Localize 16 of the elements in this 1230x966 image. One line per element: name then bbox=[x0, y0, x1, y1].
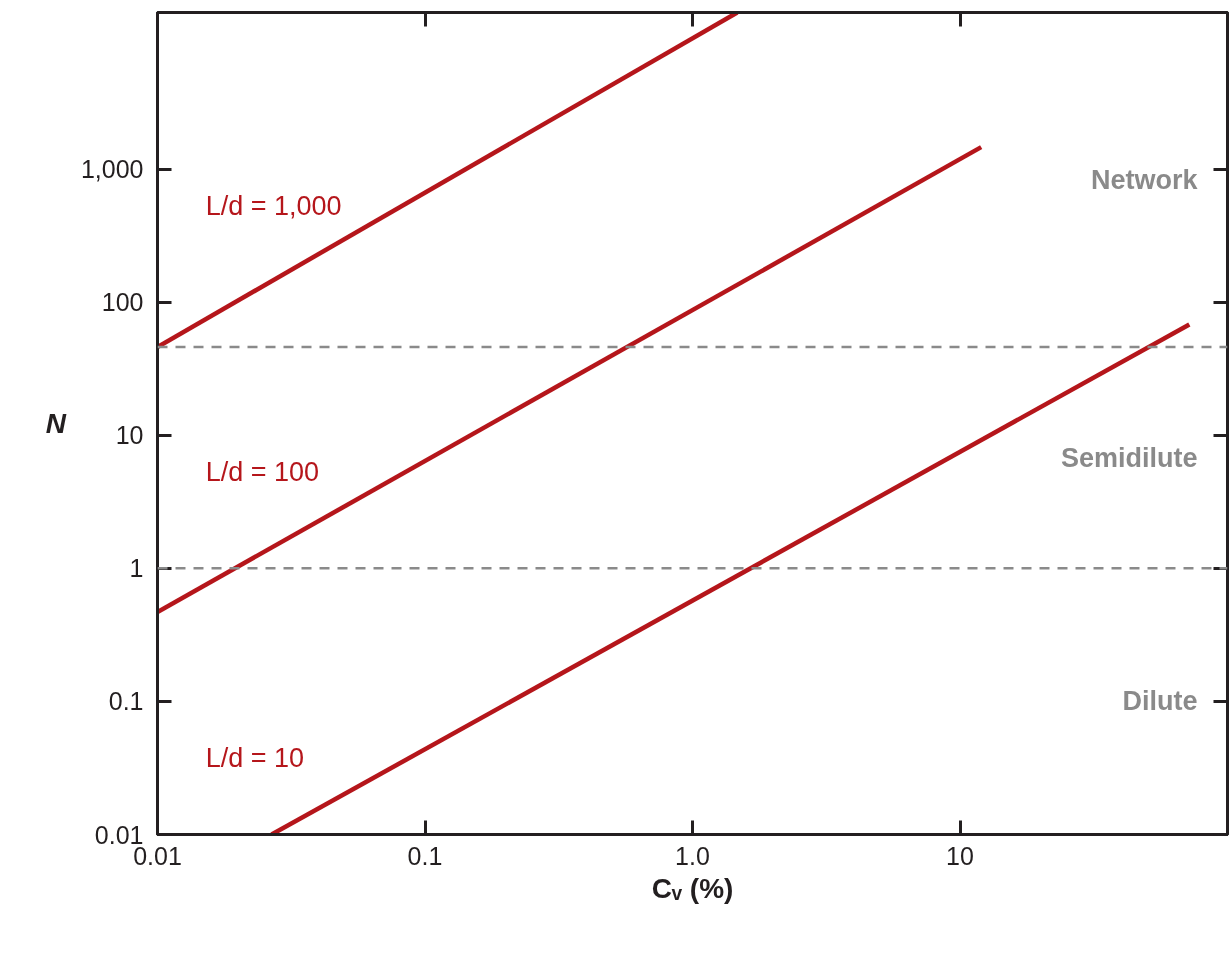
y-tick-label: 0.1 bbox=[108, 687, 144, 716]
annotation: Network bbox=[1090, 164, 1199, 195]
series-label: L/d = 10 bbox=[205, 743, 304, 774]
annotation: Semidilute bbox=[1060, 442, 1198, 473]
x-tick-label: 1.0 bbox=[675, 841, 710, 870]
x-tick-label: 10 bbox=[946, 841, 974, 870]
y-tick-label: 1 bbox=[129, 554, 144, 583]
series-label: L/d = 100 bbox=[205, 456, 320, 487]
x-axis-title: Cᵥ (%) bbox=[651, 872, 734, 904]
y-tick-label: 100 bbox=[101, 288, 144, 317]
y-tick-label: 1,000 bbox=[80, 155, 144, 184]
y-tick-label: 10 bbox=[115, 421, 144, 450]
y-axis-title: N bbox=[45, 408, 67, 439]
x-tick-label: 0.1 bbox=[407, 841, 443, 870]
series-label: L/d = 1,000 bbox=[205, 191, 342, 222]
annotation: Dilute bbox=[1122, 686, 1198, 717]
